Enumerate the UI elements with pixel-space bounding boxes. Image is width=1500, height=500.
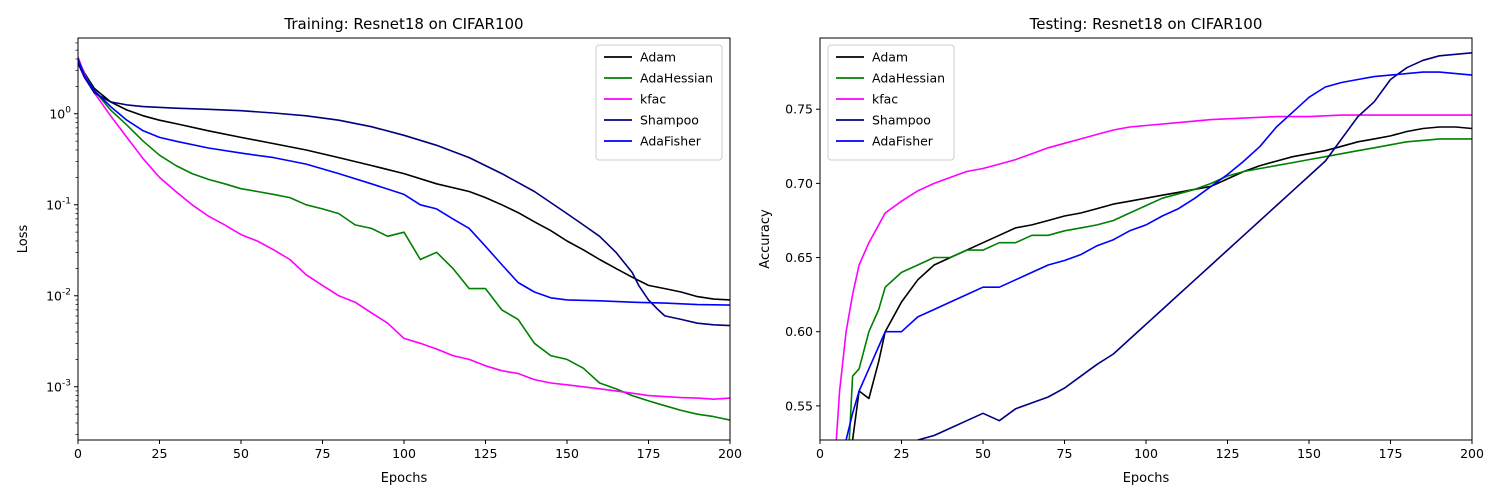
testing-y-tick-label: 0.60 [785, 324, 813, 339]
training-legend: Adam AdaHessian kfac Shampoo AdaFisher [595, 44, 723, 161]
testing-accuracy-chart: 0 25 50 75 100 125 150 175 200 0.550.600.650.700… [758, 15, 1484, 486]
testing-y-tick-label: 0.70 [785, 176, 813, 191]
testing-x-tick-label: 75 [1057, 446, 1073, 461]
testing-y-tick-label: 0.65 [785, 250, 813, 265]
testing-series-kfac [835, 114, 1472, 440]
training-x-tick-label: 25 [152, 446, 168, 461]
testing-series-lines [835, 52, 1472, 440]
training-x-tick-label: 175 [637, 446, 661, 461]
training-series-adafisher [78, 58, 730, 306]
training-x-tick-label: 0 [74, 446, 82, 461]
testing-legend-frame [827, 44, 955, 161]
training-x-tick-label: 200 [718, 446, 742, 461]
training-y-ticks: 10-3 10-2 10-1 100 [46, 42, 78, 435]
testing-series-adahessian [848, 138, 1472, 440]
testing-x-ticks: 0 25 50 75 100 125 150 175 200 [816, 440, 1484, 461]
testing-legend-label-shampoo: Shampoo [872, 113, 931, 128]
training-series-lines [78, 56, 730, 421]
testing-x-tick-label: 125 [1216, 446, 1240, 461]
testing-legend-label-adam: Adam [872, 50, 908, 65]
training-y-tick-label: 10-2 [46, 287, 71, 303]
testing-series-shampoo [917, 52, 1472, 440]
testing-y-tick-label: 0.75 [785, 102, 813, 117]
training-x-tick-label: 125 [474, 446, 498, 461]
training-y-axis-label: Loss [16, 225, 31, 254]
testing-x-axis-label: Epochs [1123, 471, 1170, 486]
training-x-ticks: 0 25 50 75 100 125 150 175 200 [74, 440, 742, 461]
training-chart-title: Training: Resnet18 on CIFAR100 [283, 15, 523, 33]
testing-legend-label-adafisher: AdaFisher [872, 134, 934, 149]
training-series-kfac [78, 56, 730, 401]
testing-x-tick-label: 175 [1379, 446, 1403, 461]
training-y-tick-label: 10-3 [46, 378, 71, 394]
training-x-tick-label: 50 [233, 446, 249, 461]
training-legend-label-adahessian: AdaHessian [640, 71, 713, 86]
testing-x-tick-label: 50 [975, 446, 991, 461]
training-y-tick-label: 10-1 [46, 196, 71, 212]
testing-series-adam [851, 126, 1472, 440]
testing-y-axis-label: Accuracy [758, 209, 773, 269]
training-series-shampoo [78, 62, 730, 327]
training-loss-chart: 0 25 50 75 100 125 150 175 200 10-3 10-2 10-1 100 T… [16, 15, 742, 486]
training-legend-label-adam: Adam [640, 50, 676, 65]
testing-legend: Adam AdaHessian kfac Shampoo AdaFisher [827, 44, 955, 161]
testing-x-tick-label: 100 [1134, 446, 1158, 461]
training-x-tick-label: 75 [315, 446, 331, 461]
testing-legend-label-adahessian: AdaHessian [872, 71, 945, 86]
training-legend-label-shampoo: Shampoo [640, 113, 699, 128]
training-series-adahessian [78, 58, 730, 421]
training-legend-frame [595, 44, 723, 161]
training-x-tick-label: 150 [555, 446, 579, 461]
training-legend-label-kfac: kfac [640, 92, 666, 107]
testing-x-tick-label: 200 [1460, 446, 1484, 461]
training-series-adam [78, 58, 730, 301]
testing-x-tick-label: 25 [894, 446, 910, 461]
training-legend-label-adafisher: AdaFisher [640, 134, 702, 149]
testing-x-tick-label: 150 [1297, 446, 1321, 461]
testing-legend-label-kfac: kfac [872, 92, 898, 107]
testing-chart-title: Testing: Resnet18 on CIFAR100 [1029, 15, 1263, 33]
training-x-tick-label: 100 [392, 446, 416, 461]
testing-y-tick-label: 0.55 [785, 398, 813, 413]
testing-y-ticks: 0.55 0.60 0.65 0.70 0.75 [785, 102, 820, 413]
training-y-tick-label: 100 [49, 105, 71, 121]
training-x-axis-label: Epochs [381, 471, 428, 486]
testing-series-adafisher [845, 71, 1472, 440]
testing-x-tick-label: 0 [816, 446, 824, 461]
